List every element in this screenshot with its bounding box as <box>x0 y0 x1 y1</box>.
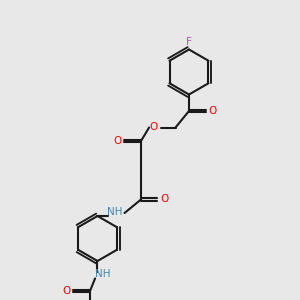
Text: O: O <box>150 122 158 133</box>
Text: O: O <box>208 106 216 116</box>
Text: NH: NH <box>107 206 123 217</box>
Text: NH: NH <box>95 268 111 279</box>
Text: O: O <box>63 286 71 296</box>
Text: O: O <box>114 136 122 146</box>
Text: O: O <box>160 194 168 205</box>
Text: F: F <box>186 37 192 47</box>
